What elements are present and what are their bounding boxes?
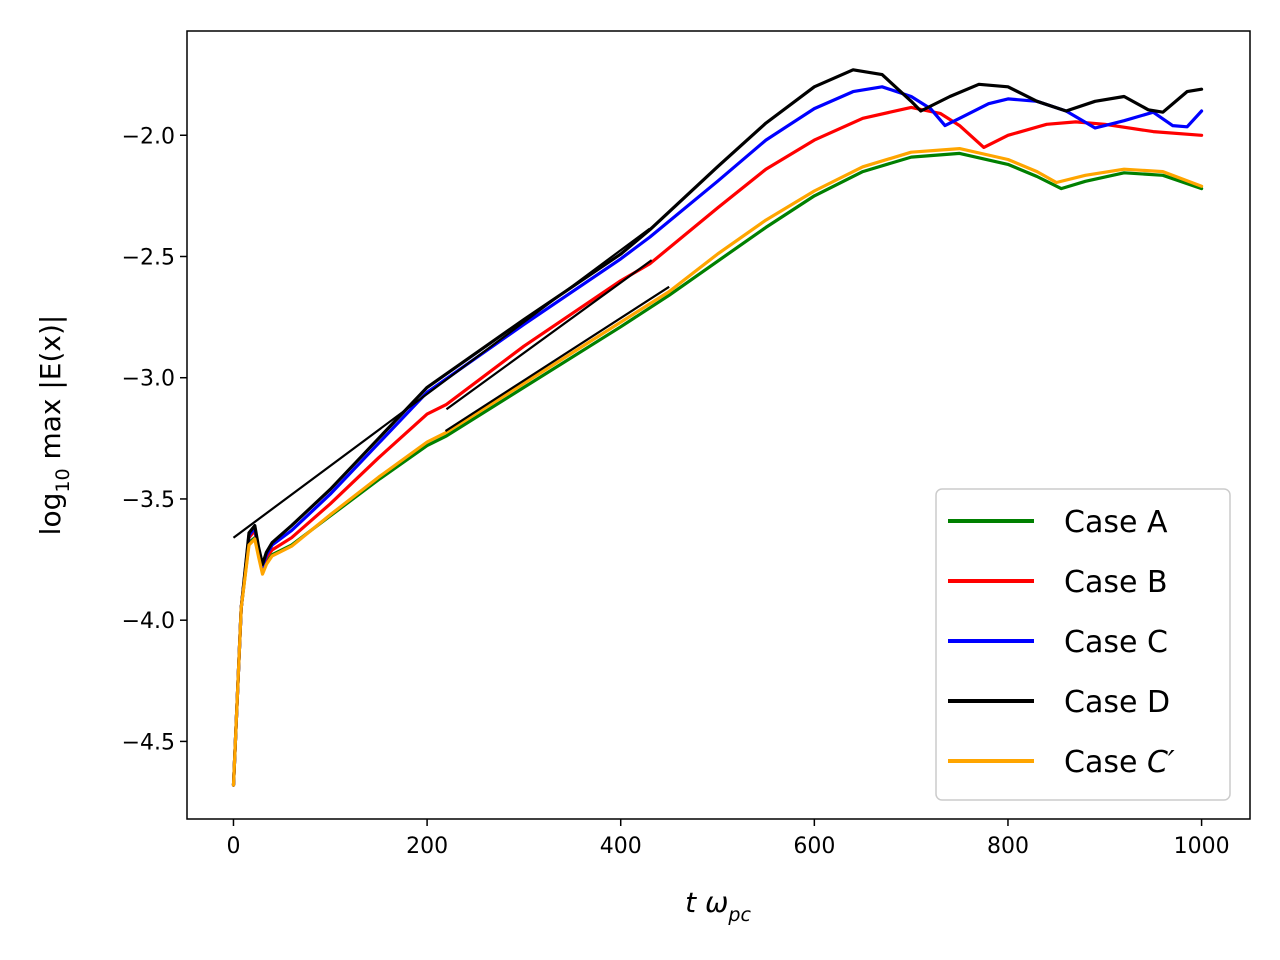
legend-label-case-d: Case D [1064, 685, 1170, 720]
fit-line-layer [232, 227, 670, 539]
y-tick-label: −4.5 [122, 730, 175, 755]
y-tick-label: −3.5 [122, 488, 175, 513]
y-tick-label: −3.0 [122, 367, 175, 392]
fit-c-prime-line [444, 285, 670, 432]
x-tick-label: 0 [226, 834, 240, 859]
x-tick-label: 600 [793, 834, 835, 859]
x-tick-label: 200 [406, 834, 448, 859]
fit-d-line [232, 227, 651, 539]
x-axis-label: t ωpc [685, 886, 751, 926]
legend: Case A Case B Case C Case D Case C′ [935, 488, 1231, 801]
x-axis-label-subscript: pc [727, 904, 751, 926]
x-axis-label-main: t ω [685, 886, 728, 919]
series-line-case-c-prime [231, 147, 1204, 787]
series-line-case-d [231, 68, 1204, 787]
legend-box [935, 488, 1231, 801]
x-tick-label: 400 [600, 834, 642, 859]
plot-frame [186, 30, 1251, 820]
fit-b-line [445, 259, 653, 411]
legend-label-case-c-prime-italic: C′ [1147, 745, 1175, 780]
legend-label-case-b: Case B [1064, 565, 1168, 600]
y-tick-label: −2.5 [122, 245, 175, 270]
legend-label-case-a: Case A [1064, 505, 1168, 540]
x-tick-label: 1000 [1174, 834, 1230, 859]
y-axis-label: log10 max |E(x)| [34, 315, 74, 536]
y-tick-label: −2.0 [122, 124, 175, 149]
y-axis-ticks: −4.5 −4.0 −3.5 −3.0 −2.5 −2.0 [122, 124, 187, 755]
y-tick-label: −4.0 [122, 609, 175, 634]
y-axis-label-subscript: 10 [52, 468, 74, 492]
legend-label-case-c: Case C [1064, 625, 1168, 660]
y-axis-label-rest: max |E(x)| [34, 315, 67, 469]
y-axis-label-main: log [34, 493, 67, 536]
x-axis-ticks: 0 200 400 600 800 1000 [226, 819, 1230, 859]
x-tick-label: 800 [987, 834, 1029, 859]
series-layer [231, 68, 1204, 787]
legend-label-case-c-prime: Case C′ [1064, 745, 1175, 780]
legend-label-case-c-prime-main: Case [1064, 745, 1147, 780]
